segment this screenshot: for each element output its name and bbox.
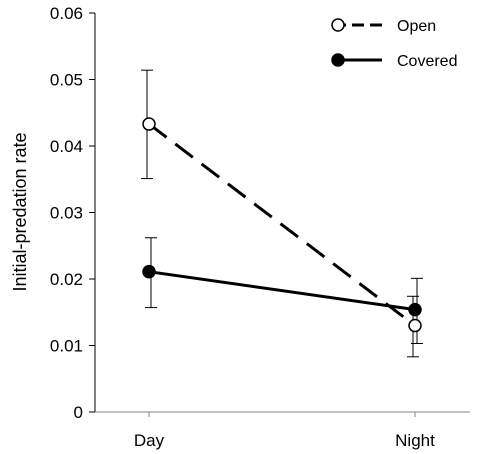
y-tick-label-5: 0.05 (50, 71, 83, 90)
legend-covered-label: Covered (397, 53, 457, 70)
point-covered-night (408, 302, 422, 317)
x-tick-label-night: Night (395, 431, 435, 450)
point-open-night (408, 318, 422, 333)
legend-open-marker (331, 18, 345, 32)
y-tick-label-0: 0 (74, 403, 83, 422)
y-tick-label-2: 0.02 (50, 270, 83, 289)
legend-covered-marker (331, 53, 345, 67)
x-tick-labels: Day Night (134, 431, 435, 450)
series-line-open (148, 122, 416, 327)
y-tick-label-4: 0.04 (50, 137, 83, 156)
y-tick-label-3: 0.03 (50, 204, 83, 223)
series-line-covered (148, 270, 416, 312)
point-covered-day (142, 264, 156, 279)
y-ticks: 0 0.01 0.02 0.03 0.04 0.05 0.06 (50, 4, 95, 422)
y-tick-label-1: 0.01 (50, 337, 83, 356)
series-layer (141, 69, 423, 358)
y-axis-title: Initial-predation rate (10, 132, 30, 291)
point-open-day (142, 117, 156, 131)
legend: Open Covered (331, 18, 457, 70)
x-tick-label-day: Day (134, 431, 165, 450)
legend-open-label: Open (397, 18, 436, 35)
y-tick-label-6: 0.06 (50, 4, 83, 23)
